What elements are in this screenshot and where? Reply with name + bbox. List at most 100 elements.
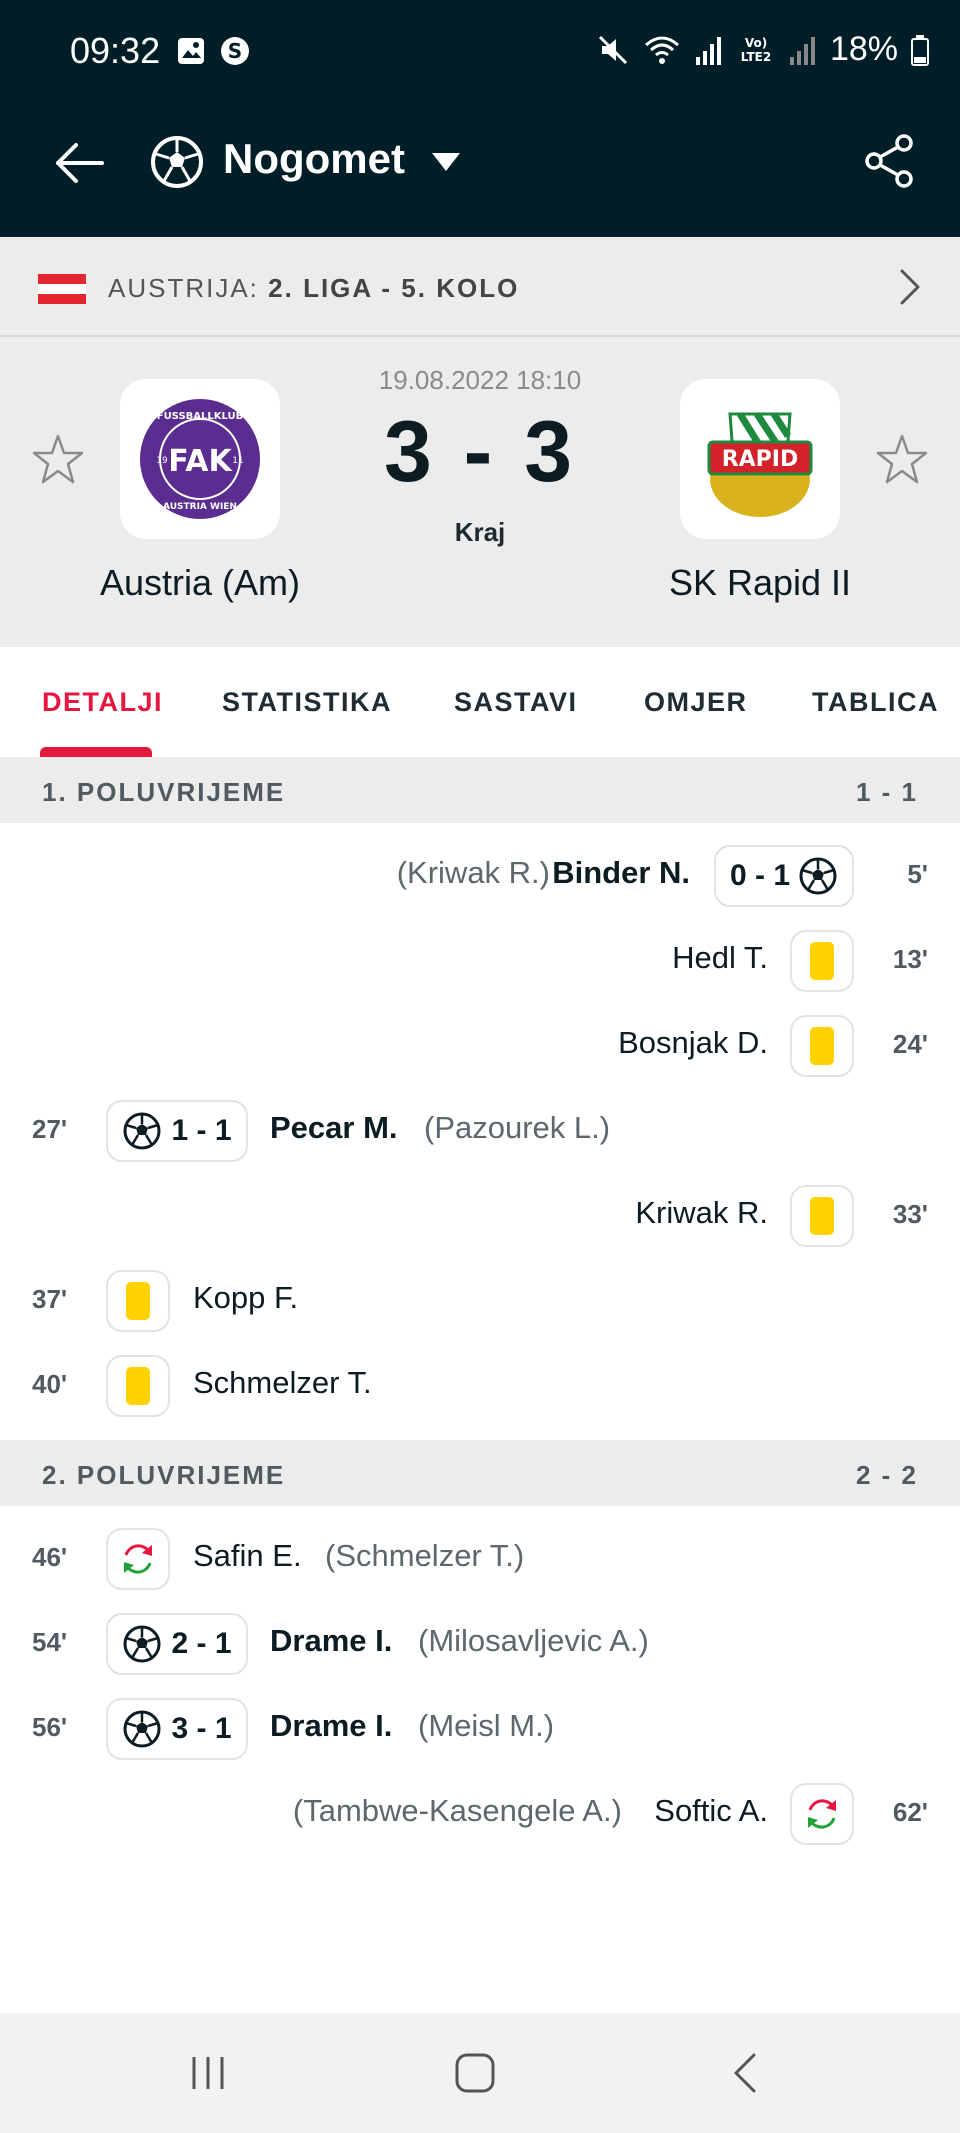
goal-score: 3 - 1 [171,1712,232,1745]
chevron-right-icon[interactable] [890,265,930,309]
signal-icon [695,36,721,65]
goal-score: 2 - 1 [171,1627,232,1660]
gallery-icon [178,38,204,64]
wifi-icon [644,36,679,64]
event-row[interactable]: 46' Safin E. (Schmelzer T.) [0,1516,960,1602]
event-row[interactable]: 54' 2 - 1 Drame I. (Milosavljevic A.) [0,1601,960,1687]
football-icon [123,1710,161,1748]
event-assist: (Pazourek L.) [424,1110,611,1145]
event-player: Softic A. [654,1793,768,1828]
event-row[interactable]: Hedl T. 13' [0,918,960,1004]
event-player: Schmelzer T. [193,1365,372,1400]
event-minute: 24' [892,1029,928,1059]
event-minute: 62' [892,1797,928,1827]
sport-selector-label[interactable]: Nogomet [223,135,405,182]
yellow-card-icon [810,1027,834,1065]
event-row[interactable]: 27' 1 - 1 Pecar M. (Pazourek L.) [0,1088,960,1174]
event-minute: 40' [32,1369,68,1399]
event-minute: 33' [892,1199,928,1229]
austria-flag-icon [38,274,86,304]
recent-apps-icon[interactable] [186,2051,230,2095]
top-header: 09:32 S Vo) LTE2 18% Nogomet [0,0,960,237]
football-icon [123,1625,161,1663]
goal-box: 1 - 1 [106,1100,248,1162]
battery-icon [911,34,929,66]
second-half-score: 2 - 2 [855,1460,918,1490]
svg-text:S: S [228,39,242,63]
football-icon [123,1112,161,1150]
status-left-icons: S [176,36,250,66]
signal-icon [789,36,815,65]
goal-box: 2 - 1 [106,1613,248,1675]
home-team-name[interactable]: Austria (Am) [99,562,301,603]
yellow-card-icon [810,942,834,980]
volte-icon: Vo)LTE2 [741,36,771,64]
football-icon [799,857,837,895]
event-minute: 46' [32,1542,68,1572]
event-minute: 37' [32,1284,68,1314]
away-team-name[interactable]: SK Rapid II [668,562,852,603]
sub-box [790,1783,854,1845]
event-row[interactable]: Kriwak R. 33' [0,1173,960,1259]
first-half-header: 1. POLUVRIJEME 1 - 1 [0,757,960,823]
league-label: AUSTRIJA: 2. LIGA - 5. KOLO [108,273,519,304]
system-nav-bar [0,2013,960,2133]
event-minute: 27' [32,1114,68,1144]
event-player: Hedl T. [672,940,768,975]
home-icon[interactable] [453,2051,497,2095]
share-icon[interactable] [860,131,920,191]
battery-percent: 18% [829,30,898,68]
sub-box [106,1528,170,1590]
event-assist: (Tambwe-Kasengele A.) [292,1793,622,1828]
svg-text:Vo): Vo) [745,36,767,50]
tab-detalji[interactable]: DETALJI [42,687,164,717]
event-player: Binder N. [552,855,690,890]
favorite-home-star-icon[interactable] [30,432,86,488]
event-row[interactable]: Bosnjak D. 24' [0,1003,960,1089]
card-box [790,1015,854,1077]
second-half-header: 2. POLUVRIJEME 2 - 2 [0,1440,960,1506]
first-half-score: 1 - 1 [855,777,918,807]
event-player: Kriwak R. [635,1195,768,1230]
logo-year-right: 11 [232,456,243,466]
tab-tablica[interactable]: TABLICA [812,687,939,717]
event-assist: (Milosavljevic A.) [418,1623,649,1658]
event-player: Drame I. [270,1708,393,1743]
event-row[interactable]: 40' Schmelzer T. [0,1343,960,1429]
substitution-icon [808,1799,836,1829]
tab-omjer[interactable]: OMJER [644,687,748,717]
logo-text-bottom: AUSTRIA WIEN [163,502,237,512]
logo-year-left: 19 [156,456,168,466]
yellow-card-icon [126,1282,150,1320]
event-row[interactable]: 37' Kopp F. [0,1258,960,1344]
card-box [106,1355,170,1417]
event-assist: (Kriwak R.) [396,855,550,890]
first-half-title: 1. POLUVRIJEME [42,777,286,807]
yellow-card-icon [810,1197,834,1235]
status-time: 09:32 [70,30,161,71]
away-team-logo[interactable]: RAPID [680,379,840,539]
match-status: Kraj [454,517,506,547]
event-row[interactable]: (Tambwe-Kasengele A.) Softic A. 62' [0,1771,960,1857]
card-box [790,1185,854,1247]
rapid-wien-logo: RAPID [707,412,813,517]
event-player: Bosnjak D. [618,1025,768,1060]
event-minute: 5' [907,859,928,889]
home-team-logo[interactable]: FUSSBALLKLUB AUSTRIA WIEN FAK 19 11 [120,379,280,539]
second-half-title: 2. POLUVRIJEME [42,1460,286,1490]
logo-text: RAPID [722,447,799,472]
tab-sastavi[interactable]: SASTAVI [454,687,578,717]
event-row[interactable]: (Kriwak R.) Binder N. 0 - 1 5' [0,833,960,919]
caret-down-icon[interactable] [430,151,462,173]
event-player: Safin E. [193,1538,302,1573]
mute-icon [598,35,627,64]
favorite-away-star-icon[interactable] [874,432,930,488]
s-app-icon: S [221,37,249,65]
event-minute: 13' [892,944,928,974]
league-bar[interactable]: AUSTRIJA: 2. LIGA - 5. KOLO [0,237,960,337]
tab-statistika[interactable]: STATISTIKA [222,687,392,717]
back-icon[interactable] [724,2051,768,2095]
arrow-left-icon[interactable] [50,133,110,193]
event-row[interactable]: 56' 3 - 1 Drame I. (Meisl M.) [0,1686,960,1772]
football-icon[interactable] [150,135,204,189]
